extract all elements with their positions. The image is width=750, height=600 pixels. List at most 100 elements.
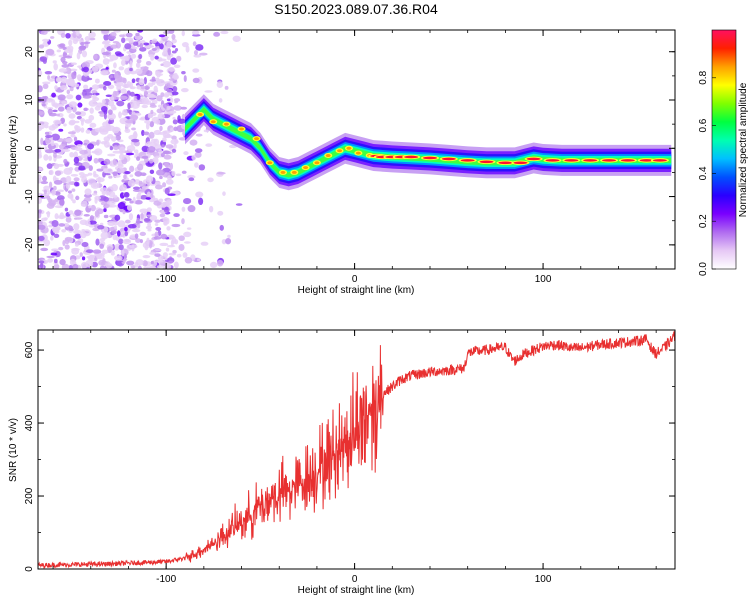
spectrogram-speckle-dot <box>171 148 177 153</box>
spectrogram-speckle-dot <box>65 182 71 189</box>
spectrogram-speckle-dot <box>153 236 162 240</box>
spectrogram-speckle-dot <box>56 78 60 83</box>
spectrogram-speckle-dot <box>40 247 49 252</box>
spectrogram-speckle-dot <box>134 179 141 184</box>
spectrogram-speckle-dot <box>38 124 45 130</box>
spectrogram-speckle-dot <box>140 66 149 70</box>
spectrogram-speckle-dot <box>175 173 182 177</box>
spectrogram-speckle-dot <box>136 217 141 225</box>
spectrogram-speckle-dot <box>124 191 130 198</box>
spectrogram-speckle-dot <box>55 113 61 117</box>
spectrogram-speckle-dot <box>137 163 144 171</box>
spectrogram-speckle-dot <box>135 62 141 69</box>
spectrogram-speckle-dot <box>53 180 63 185</box>
spectrogram-speckle-dot <box>105 67 109 70</box>
spectrogram-speckle-dot <box>213 31 221 37</box>
spectrogram-speckle-dot <box>170 127 175 132</box>
spectrogram-speckle-dot <box>108 175 113 179</box>
spectrogram-speckle-dot <box>148 131 155 139</box>
spectrogram-speckle-dot <box>70 83 80 88</box>
spectrogram-speckle-dot <box>84 220 91 227</box>
spectrogram-speckle-dot <box>150 109 154 115</box>
x-tick-label: 100 <box>535 574 552 585</box>
spectrogram-speckle-dot <box>66 106 72 114</box>
spectrogram-speckle-dot <box>63 222 70 228</box>
spectrogram-speckle-dot <box>169 162 174 171</box>
x-tick-label: -100 <box>156 274 176 285</box>
spectrogram-speckle-dot <box>85 259 94 268</box>
spectrogram-speckle-dot <box>43 154 49 161</box>
spectrogram-speckle-dot <box>157 113 165 120</box>
snr-x-label: Height of straight line (km) <box>298 585 415 596</box>
spectrogram-ridge-core <box>303 166 309 170</box>
spectrogram-speckle-dot <box>83 41 91 45</box>
spectrogram-speckle-dot <box>112 150 122 154</box>
spectrogram-speckle-dot <box>83 142 88 146</box>
spectrogram-speckle-dot <box>182 252 188 258</box>
spectrogram-speckle-dot <box>65 78 75 85</box>
spectrogram-ridge-core <box>346 146 352 150</box>
spectrogram-speckle-dot <box>56 195 65 201</box>
spectrogram-speckle-dot <box>129 60 133 68</box>
spectrogram-speckle-dot <box>235 203 243 206</box>
spectrogram-speckle-dot <box>146 191 151 197</box>
spectrogram-speckle-dot <box>42 175 48 182</box>
spectrogram-speckle-dot <box>147 222 152 227</box>
spectrogram-speckle-dot <box>129 165 135 173</box>
spectrogram-ridge-core <box>254 137 260 141</box>
spectrogram-speckle-dot <box>123 174 127 180</box>
spectrogram-speckle-dot <box>191 30 200 35</box>
spectrogram-speckle-dot <box>69 86 74 92</box>
spectrogram-speckle-dot <box>204 90 213 93</box>
spectrogram-speckle-dot <box>170 139 179 145</box>
spectrogram-speckle-dot <box>110 136 117 142</box>
spectrogram-speckle-dot <box>151 47 157 51</box>
spectrogram-speckle-dot <box>162 150 172 155</box>
spectrogram-speckle-dot <box>107 113 117 120</box>
spectrogram-speckle-dot <box>149 104 157 108</box>
spectrogram-speckle-dot <box>108 109 113 115</box>
spectrogram-speckle-dot <box>232 35 241 42</box>
spectrogram-speckle-dot <box>146 207 152 213</box>
spectrogram-speckle-dot <box>52 225 61 232</box>
spectrogram-speckle-dot <box>61 64 70 68</box>
spectrogram-speckle-dot <box>74 147 83 152</box>
spectrogram-speckle-dot <box>38 224 46 230</box>
spectrogram-speckle-dot <box>69 151 75 158</box>
spectrogram-speckle-dot <box>194 148 203 153</box>
spectrogram-speckle-dot <box>200 241 209 246</box>
spectrogram-speckle-dot <box>115 135 122 141</box>
spectrogram-speckle-dot <box>91 193 98 196</box>
spectrogram-speckle-dot <box>89 107 94 114</box>
spectrogram-speckle-dot <box>40 181 49 185</box>
spectrogram-speckle-dot <box>146 237 150 245</box>
spectrogram-speckle-dot <box>134 171 143 177</box>
spectrogram-frame <box>37 29 676 270</box>
spectrogram-speckle-dot <box>49 169 54 176</box>
spectrogram-speckle-dot <box>159 40 164 44</box>
spectrogram-speckle-dot <box>103 112 107 120</box>
spectrogram-ridge-core <box>513 161 528 165</box>
spectrogram-speckle-dot <box>183 198 192 205</box>
spectrogram-speckle-dot <box>167 111 174 114</box>
colorbar-ticks: 0.0 0.2 0.4 0.6 0.8 <box>698 70 716 276</box>
spectrogram-speckle-dot <box>43 239 51 247</box>
spectrogram-speckle-dot <box>60 56 66 63</box>
spectrogram-speckle-dot <box>222 191 226 196</box>
spectrogram-speckle-dot <box>70 173 79 177</box>
spectrogram-speckle-dot <box>155 226 162 231</box>
spectrogram-speckle-dot <box>137 30 144 33</box>
spectrogram-ridge-core <box>652 159 667 162</box>
spectrogram-speckle-dot <box>81 74 90 82</box>
spectrogram-ridge-core <box>267 161 273 165</box>
spectrogram-speckle-dot <box>48 155 53 161</box>
spectrogram-speckle-dot <box>64 236 73 242</box>
spectrogram-speckle-dot <box>149 158 154 164</box>
spectrogram-speckle-dot <box>134 34 143 40</box>
spectrogram-speckle-dot <box>51 248 59 252</box>
spectrogram-speckle-dot <box>100 69 109 76</box>
spectrogram-speckle-dot <box>116 230 121 237</box>
x-tick-label: 100 <box>535 274 552 285</box>
spectrogram-speckle-dot <box>68 101 78 108</box>
spectrogram-speckle-dot <box>174 100 178 104</box>
